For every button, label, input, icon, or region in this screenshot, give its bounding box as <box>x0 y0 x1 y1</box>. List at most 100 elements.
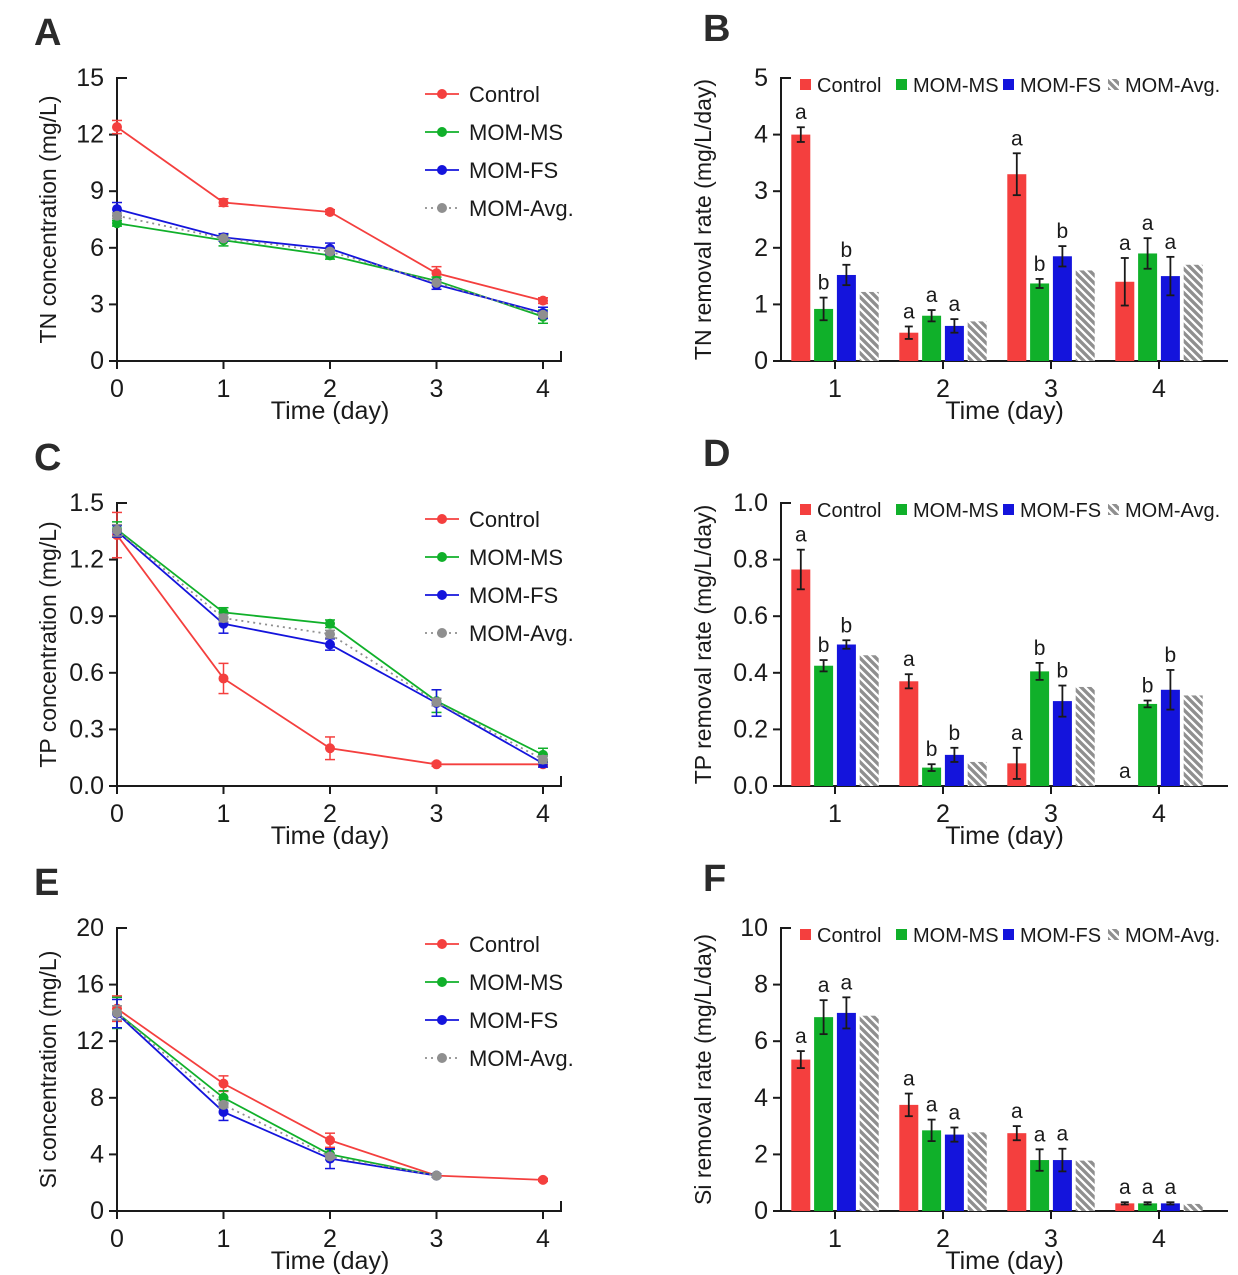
panel-c-chart: 0.0 0.3 0.6 0.9 1.2 1.5 0 1 2 3 4 Time (day) TP conc… <box>35 489 574 850</box>
svg-text:0: 0 <box>110 375 124 403</box>
svg-text:Control: Control <box>469 932 540 957</box>
svg-text:b: b <box>818 272 830 295</box>
svg-text:Si removal rate (mg/L/day): Si removal rate (mg/L/day) <box>690 934 716 1205</box>
svg-text:Control: Control <box>817 925 881 947</box>
svg-text:a: a <box>1165 231 1177 254</box>
svg-text:Time (day): Time (day) <box>945 397 1064 425</box>
svg-text:0.3: 0.3 <box>69 715 104 743</box>
panel-d-letter: D <box>703 433 731 475</box>
panel-a: A 0 3 6 9 12 15 0 1 2 3 4 Time (day) TN concentratio… <box>0 0 619 425</box>
svg-text:4: 4 <box>536 1225 550 1253</box>
panel-b-letter: B <box>703 8 731 50</box>
svg-text:MOM-FS: MOM-FS <box>469 158 558 183</box>
svg-text:1: 1 <box>217 1225 231 1253</box>
svg-text:Control: Control <box>469 507 540 532</box>
svg-text:a: a <box>1119 1176 1131 1199</box>
svg-text:a: a <box>1119 232 1131 255</box>
panel-f: F 0 2 4 6 8 10 1 2 3 4 Time (day) Si removal rate (… <box>619 850 1238 1275</box>
svg-text:a: a <box>818 974 830 997</box>
svg-text:1.2: 1.2 <box>69 546 104 574</box>
svg-text:0: 0 <box>110 1225 124 1253</box>
svg-text:1.0: 1.0 <box>733 489 768 517</box>
svg-text:2: 2 <box>754 1140 768 1168</box>
svg-text:3: 3 <box>1044 800 1058 828</box>
svg-text:a: a <box>795 524 807 547</box>
svg-text:1: 1 <box>828 800 842 828</box>
svg-text:a: a <box>1011 127 1023 150</box>
svg-text:2: 2 <box>754 234 768 262</box>
svg-text:10: 10 <box>740 914 768 942</box>
svg-text:8: 8 <box>90 1084 104 1112</box>
panel-c-letter: C <box>34 437 62 479</box>
svg-text:0: 0 <box>754 347 768 375</box>
svg-text:a: a <box>903 300 915 323</box>
svg-text:0.6: 0.6 <box>733 602 768 630</box>
svg-text:a: a <box>903 1068 915 1091</box>
svg-text:3: 3 <box>90 290 104 318</box>
svg-text:20: 20 <box>76 914 104 942</box>
svg-text:1: 1 <box>217 800 231 828</box>
svg-text:b: b <box>1142 675 1154 698</box>
svg-text:Control: Control <box>817 500 881 522</box>
svg-text:TP removal rate (mg/L/day): TP removal rate (mg/L/day) <box>690 505 716 785</box>
svg-text:0: 0 <box>110 800 124 828</box>
panel-e-letter: E <box>34 862 60 904</box>
svg-text:0.4: 0.4 <box>733 659 768 687</box>
svg-text:a: a <box>1011 722 1023 745</box>
svg-text:MOM-Avg.: MOM-Avg. <box>1125 500 1220 522</box>
svg-text:12: 12 <box>76 1027 104 1055</box>
svg-text:1: 1 <box>217 375 231 403</box>
svg-text:MOM-MS: MOM-MS <box>469 120 563 145</box>
svg-text:MOM-FS: MOM-FS <box>469 1008 558 1033</box>
svg-text:TN removal rate (mg/L/day): TN removal rate (mg/L/day) <box>690 79 716 360</box>
svg-text:TN concentration (mg/L): TN concentration (mg/L) <box>35 96 61 344</box>
svg-text:4: 4 <box>90 1140 104 1168</box>
svg-text:a: a <box>949 293 961 316</box>
svg-text:12: 12 <box>76 121 104 149</box>
svg-text:a: a <box>903 648 915 671</box>
svg-text:a: a <box>1034 1123 1046 1146</box>
svg-text:a: a <box>1057 1123 1069 1146</box>
svg-text:0: 0 <box>90 347 104 375</box>
svg-text:4: 4 <box>536 375 550 403</box>
svg-text:2: 2 <box>936 800 950 828</box>
svg-text:b: b <box>1057 660 1069 683</box>
svg-text:b: b <box>841 239 853 262</box>
svg-text:MOM-FS: MOM-FS <box>1020 500 1101 522</box>
svg-text:0.0: 0.0 <box>69 772 104 800</box>
svg-text:MOM-FS: MOM-FS <box>1020 75 1101 97</box>
svg-text:a: a <box>1119 760 1131 783</box>
svg-text:a: a <box>795 101 807 124</box>
panel-f-letter: F <box>703 858 727 900</box>
svg-text:b: b <box>1034 637 1046 660</box>
svg-text:b: b <box>1165 644 1177 667</box>
svg-text:MOM-Avg.: MOM-Avg. <box>1125 75 1220 97</box>
svg-text:16: 16 <box>76 971 104 999</box>
svg-text:1: 1 <box>754 290 768 318</box>
svg-text:3: 3 <box>754 177 768 205</box>
svg-text:TP concentration (mg/L): TP concentration (mg/L) <box>35 521 61 767</box>
svg-text:b: b <box>949 722 961 745</box>
svg-text:a: a <box>795 1025 807 1048</box>
svg-text:0.8: 0.8 <box>733 546 768 574</box>
svg-text:4: 4 <box>754 1084 768 1112</box>
panel-d-chart: 0.0 0.2 0.4 0.6 0.8 1.0 1 2 3 4 Time (day) TP remov… <box>690 489 1228 850</box>
svg-text:MOM-MS: MOM-MS <box>913 500 999 522</box>
svg-text:MOM-MS: MOM-MS <box>913 75 999 97</box>
svg-text:MOM-Avg.: MOM-Avg. <box>469 621 574 646</box>
svg-text:Time (day): Time (day) <box>945 822 1064 850</box>
svg-text:15: 15 <box>76 64 104 92</box>
svg-text:a: a <box>1142 212 1154 235</box>
svg-text:b: b <box>818 634 830 657</box>
svg-text:a: a <box>1011 1100 1023 1123</box>
svg-text:Time (day): Time (day) <box>271 1247 390 1275</box>
svg-text:0.2: 0.2 <box>733 715 768 743</box>
svg-text:1.5: 1.5 <box>69 489 104 517</box>
svg-text:6: 6 <box>90 234 104 262</box>
svg-text:3: 3 <box>1044 375 1058 403</box>
svg-text:9: 9 <box>90 177 104 205</box>
panel-a-letter: A <box>34 12 62 54</box>
